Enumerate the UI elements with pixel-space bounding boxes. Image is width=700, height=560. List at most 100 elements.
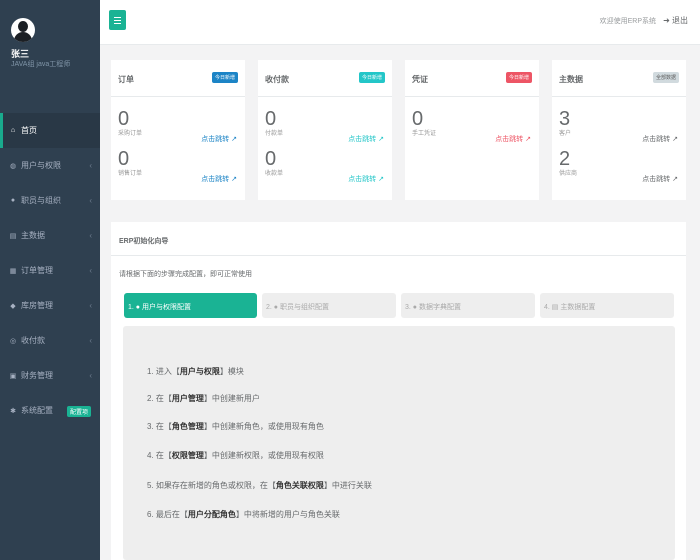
stat-value: 0 [118,148,130,170]
chevron-left-icon: ‹ [89,336,92,345]
chevron-left-icon: ‹ [89,371,92,380]
sidebar-item-orders[interactable]: ▦ 订单管理 ‹ [0,253,100,288]
stat-value: 0 [118,108,130,130]
chevron-left-icon: ‹ [89,301,92,310]
user-role: JAVA组 java工程师 [11,61,71,68]
sidebar-item-home[interactable]: ⌂ 首页 [0,113,100,148]
sidebar-item-label: 职员与组织 [21,196,61,205]
wizard-tip: 请根据下面的步骤完成配置，即可正常使用 [119,271,252,278]
sidebar-item-label: 用户与权限 [21,161,61,170]
sidebar: 张三 JAVA组 java工程师 ⌂ 首页 ◍ 用户与权限 ‹ ● 职员与组织 … [0,0,100,560]
stat-value: 0 [265,108,277,130]
jump-link[interactable]: 点击跳转 ↗ [642,176,678,183]
order-icon: ▦ [9,267,17,275]
stat-suppliers: 2 供应商 [559,148,577,178]
instruction-line: 3. 在【角色管理】中创建新角色，或使用现有角色 [147,422,324,431]
sidebar-item-label: 主数据 [21,231,45,240]
wizard-step-2[interactable]: 2. ● 职员与组织配置 [262,293,396,318]
chevron-left-icon: ‹ [89,196,92,205]
stat-value: 0 [412,108,424,130]
jump-link[interactable]: 点击跳转 ↗ [201,136,237,143]
card-title: 凭证 [412,75,428,84]
chevron-left-icon: ‹ [89,231,92,240]
stat-label: 客户 [559,131,572,137]
payments-card: 收付款 今日新增 0 付款单 点击跳转 ↗ 0 收款单 点击跳转 ↗ [258,60,392,200]
logout-label: 退出 [672,16,688,25]
jump-link[interactable]: 点击跳转 ↗ [348,136,384,143]
sidebar-item-label: 订单管理 [21,266,53,275]
sidebar-item-label: 财务管理 [21,371,53,380]
stat-customers: 3 客户 [559,108,571,138]
instruction-line: 4. 在【权限管理】中创建新权限，或使用现有权限 [147,451,324,460]
avatar[interactable] [11,18,35,42]
staff-icon: ● [10,197,16,204]
jump-link[interactable]: 点击跳转 ↗ [495,136,531,143]
wizard-step-content: 1. 进入【用户与权限】模块 2. 在【用户管理】中创建新用户 3. 在【角色管… [123,326,675,560]
data-icon: ▤ [9,232,17,240]
stat-purchase-orders: 0 采购订单 [118,108,142,138]
jump-link[interactable]: 点击跳转 ↗ [642,136,678,143]
instruction-line: 6. 最后在【用户分配角色】中将新增的用户与角色关联 [147,510,340,519]
stat-payment-bills: 0 付款单 [265,108,283,138]
sidebar-item-payments[interactable]: ◎ 收付款 ‹ [0,323,100,358]
stat-label: 付款单 [265,131,284,137]
sidebar-item-user-permissions[interactable]: ◍ 用户与权限 ‹ [0,148,100,183]
card-title: 订单 [118,75,134,84]
instruction-line: 2. 在【用户管理】中创建新用户 [147,394,260,403]
card-title: 主数据 [559,75,583,84]
wizard-step-3[interactable]: 3. ● 数据字典配置 [401,293,535,318]
welcome-text: 欢迎使用ERP系统 [599,18,656,25]
instruction-line: 1. 进入【用户与权限】模块 [147,367,244,376]
jump-link[interactable]: 点击跳转 ↗ [201,176,237,183]
stat-sales-orders: 0 销售订单 [118,148,142,178]
card-label: 今日新增 [505,72,532,83]
stat-label: 采购订单 [118,131,143,137]
user-icon: ◍ [9,162,17,170]
orders-card: 订单 今日新增 0 采购订单 点击跳转 ↗ 0 销售订单 点击跳转 ↗ [111,60,245,200]
logout-button[interactable]: ➜ 退出 [663,15,688,26]
sidebar-item-warehouse[interactable]: ◆ 库房管理 ‹ [0,288,100,323]
card-label: 全部数据 [652,72,679,83]
wizard-title: ERP初始化向导 [111,222,686,256]
sidebar-item-staff-org[interactable]: ● 职员与组织 ‹ [0,183,100,218]
menu-toggle-button[interactable] [109,10,126,30]
instruction-line: 5. 如果存在新增的角色或权限，在【角色关联权限】中进行关联 [147,481,372,490]
stat-value: 2 [559,148,571,170]
stat-value: 0 [265,148,277,170]
stat-value: 3 [559,108,571,130]
card-label: 今日新增 [211,72,238,83]
chevron-left-icon: ‹ [89,266,92,275]
card-label: 今日新增 [358,72,385,83]
stat-receipt-bills: 0 收款单 [265,148,283,178]
sidebar-item-label: 首页 [21,126,37,135]
stat-label: 供应商 [559,171,578,177]
sidebar-item-system-config[interactable]: ✱ 系统配置 配置项 [0,393,100,428]
wizard-step-4[interactable]: 4. ▤ 主数据配置 [540,293,674,318]
logout-icon: ➜ [663,16,670,25]
master-data-card: 主数据 全部数据 3 客户 点击跳转 ↗ 2 供应商 点击跳转 ↗ [552,60,686,200]
home-icon: ⌂ [10,127,16,134]
sidebar-item-label: 系统配置 [21,406,53,415]
jump-link[interactable]: 点击跳转 ↗ [348,176,384,183]
sidebar-item-finance[interactable]: ▣ 财务管理 ‹ [0,358,100,393]
top-bar: 欢迎使用ERP系统 ➜ 退出 [100,0,700,45]
erp-init-wizard: ERP初始化向导 请根据下面的步骤完成配置，即可正常使用 1. ● 用户与权限配… [111,222,686,560]
wizard-step-1[interactable]: 1. ● 用户与权限配置 [124,293,257,318]
sidebar-item-master-data[interactable]: ▤ 主数据 ‹ [0,218,100,253]
chevron-left-icon: ‹ [89,161,92,170]
stat-label: 手工凭证 [412,131,437,137]
user-name[interactable]: 张三 [11,49,30,59]
stat-label: 收款单 [265,171,284,177]
card-title: 收付款 [265,75,289,84]
sidebar-item-label: 库房管理 [21,301,53,310]
user-profile: 张三 JAVA组 java工程师 [0,0,100,112]
vouchers-card: 凭证 今日新增 0 手工凭证 点击跳转 ↗ [405,60,539,200]
stat-label: 销售订单 [118,171,143,177]
sidebar-nav: ⌂ 首页 ◍ 用户与权限 ‹ ● 职员与组织 ‹ ▤ 主数据 ‹ ▦ 订单管理 … [0,113,100,428]
settings-icon: ✱ [10,407,16,415]
payment-icon: ◎ [9,337,17,345]
warehouse-icon: ◆ [10,302,16,310]
sidebar-item-label: 收付款 [21,336,45,345]
config-badge: 配置项 [66,406,91,417]
stat-manual-vouchers: 0 手工凭证 [412,108,436,138]
